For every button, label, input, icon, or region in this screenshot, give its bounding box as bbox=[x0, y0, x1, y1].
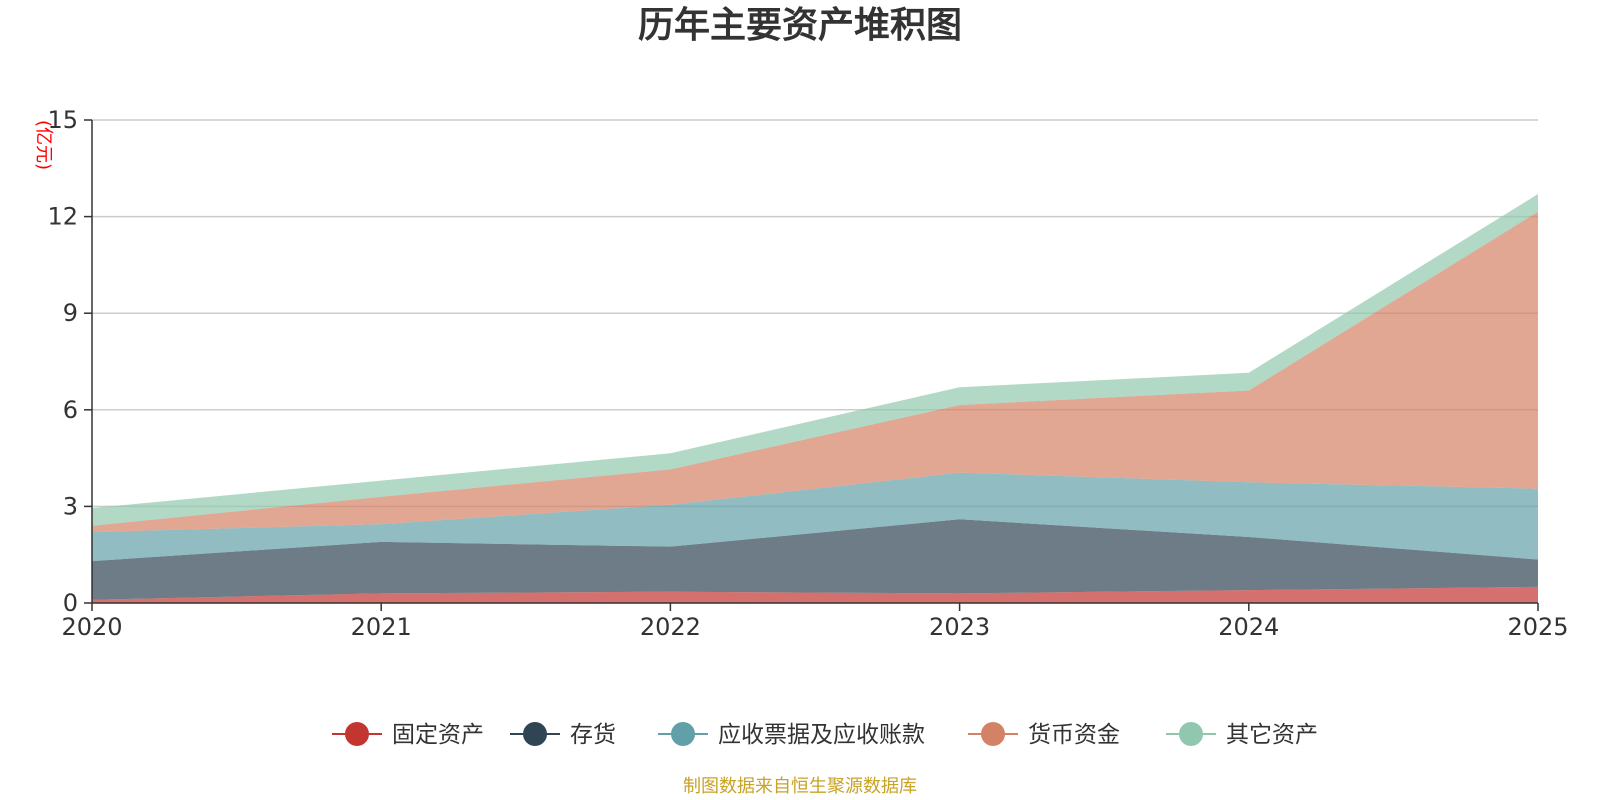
area-series-3 bbox=[92, 211, 1538, 533]
legend-marker bbox=[981, 722, 1005, 746]
legend-label: 应收票据及应收账款 bbox=[718, 722, 925, 748]
axes bbox=[91, 120, 1538, 604]
x-tick-label: 2021 bbox=[351, 613, 412, 641]
x-tick-label: 2020 bbox=[61, 613, 122, 641]
y-tick-label: 15 bbox=[47, 106, 78, 134]
y-tick-label: 0 bbox=[63, 589, 78, 617]
legend[interactable]: 固定资产 存货 应收票据及应收账款 货币资金 其它资产 bbox=[332, 722, 1318, 748]
legend-item-2[interactable]: 应收票据及应收账款 bbox=[658, 722, 925, 748]
legend-item-1[interactable]: 存货 bbox=[510, 722, 616, 748]
legend-label: 其它资产 bbox=[1226, 722, 1318, 748]
legend-label: 固定资产 bbox=[392, 722, 484, 748]
x-tick-label: 2022 bbox=[640, 613, 701, 641]
legend-item-0[interactable]: 固定资产 bbox=[332, 722, 484, 748]
legend-marker bbox=[671, 722, 695, 746]
stacked-areas bbox=[92, 194, 1538, 603]
y-axis-ticks: 0 3 6 9 12 15 bbox=[47, 106, 92, 617]
chart-title: 历年主要资产堆积图 bbox=[638, 5, 962, 46]
x-tick-label: 2025 bbox=[1507, 613, 1568, 641]
legend-label: 货币资金 bbox=[1028, 722, 1120, 748]
legend-item-3[interactable]: 货币资金 bbox=[968, 722, 1120, 748]
legend-marker bbox=[1179, 722, 1203, 746]
data-source-footer: 制图数据来自恒生聚源数据库 bbox=[683, 776, 917, 797]
legend-label: 存货 bbox=[570, 722, 616, 748]
y-tick-label: 6 bbox=[63, 396, 78, 424]
legend-item-4[interactable]: 其它资产 bbox=[1166, 722, 1318, 748]
legend-marker bbox=[345, 722, 369, 746]
y-tick-label: 3 bbox=[63, 492, 78, 520]
area-series-1 bbox=[92, 519, 1538, 600]
y-axis-unit-label: (亿元) bbox=[33, 120, 54, 170]
y-tick-label: 12 bbox=[47, 203, 78, 231]
legend-marker bbox=[523, 722, 547, 746]
area-series-2 bbox=[92, 472, 1538, 562]
y-tick-label: 9 bbox=[63, 299, 78, 327]
x-tick-label: 2024 bbox=[1218, 613, 1279, 641]
x-tick-label: 2023 bbox=[929, 613, 990, 641]
area-series-0 bbox=[92, 586, 1538, 603]
x-axis-ticks: 2020 2021 2022 2023 2024 2025 bbox=[61, 603, 1569, 641]
